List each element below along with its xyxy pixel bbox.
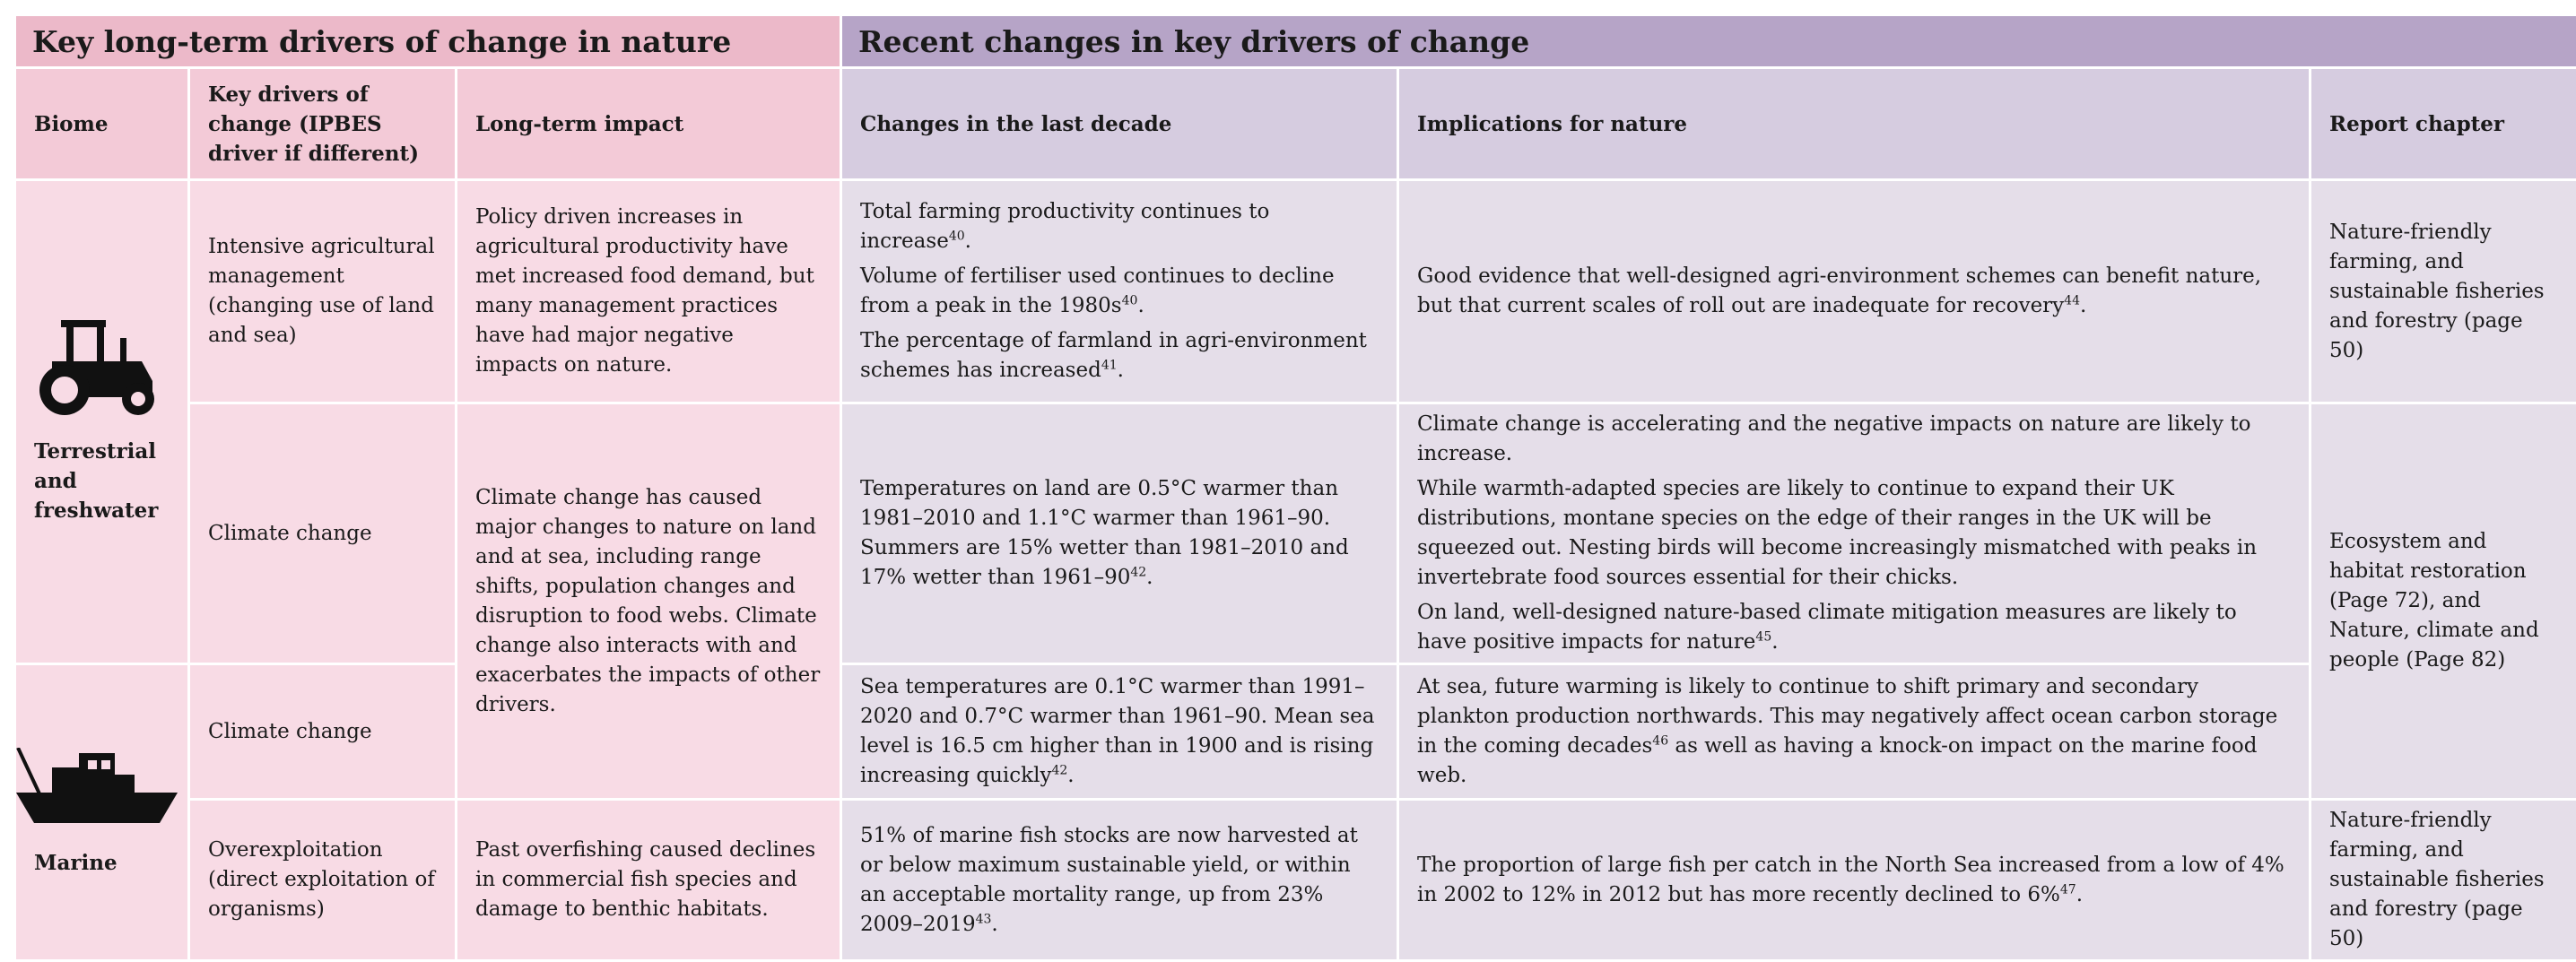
impact: Past overfishing caused declines in comm… bbox=[454, 798, 843, 962]
implications: Good evidence that well-designed agri-en… bbox=[1397, 178, 2312, 404]
ship-icon bbox=[17, 747, 178, 823]
paragraph: Total farming productivity continues to … bbox=[860, 197, 1379, 256]
impact: Policy driven increases in agricultural … bbox=[454, 178, 843, 404]
biome-cell: Marine bbox=[13, 663, 190, 962]
paragraph: Volume of fertiliser used continues to d… bbox=[860, 262, 1379, 321]
drivers-table: Key long-term drivers of change in natur… bbox=[13, 13, 2576, 962]
paragraph-text: Temperatures on land are 0.5°C warmer th… bbox=[860, 477, 1349, 589]
reference: 45 bbox=[1755, 629, 1772, 645]
right-title: Recent changes in key drivers of change bbox=[840, 13, 2576, 69]
paragraph-text: While warmth-adapted species are likely … bbox=[1417, 477, 2258, 589]
paragraph-text: Total farming productivity continues to … bbox=[860, 200, 1270, 253]
paragraph-end: . bbox=[964, 230, 971, 253]
paragraph: While warmth-adapted species are likely … bbox=[1417, 474, 2291, 593]
changes: Total farming productivity continues to … bbox=[840, 178, 1400, 404]
implications: At sea, future warming is likely to cont… bbox=[1397, 663, 2312, 801]
paragraph: The percentage of farmland in agri-envir… bbox=[860, 326, 1379, 386]
paragraph-text: 51% of marine fish stocks are now harves… bbox=[860, 823, 1358, 936]
tractor-icon bbox=[39, 320, 154, 415]
column-header: Biome bbox=[13, 66, 190, 181]
reference: 43 bbox=[975, 911, 992, 926]
paragraph: Temperatures on land are 0.5°C warmer th… bbox=[860, 474, 1379, 593]
driver: Climate change bbox=[187, 402, 457, 665]
chapter: Nature-friendly farming, and sustainable… bbox=[2309, 178, 2576, 404]
changes: Sea temperatures are 0.1°C warmer than 1… bbox=[840, 663, 1400, 801]
paragraph-text: On land, well-designed nature-based clim… bbox=[1417, 601, 2237, 654]
paragraph-end: . bbox=[1117, 359, 1124, 382]
column-header: Long-term impact bbox=[454, 66, 843, 181]
column-header: Implications for nature bbox=[1397, 66, 2312, 181]
paragraph: Sea temperatures are 0.1°C warmer than 1… bbox=[860, 672, 1379, 791]
paragraph-text: Climate change is accelerating and the n… bbox=[1417, 412, 2251, 465]
impact: Climate change has caused major changes … bbox=[454, 402, 843, 801]
column-header: Changes in the last decade bbox=[840, 66, 1400, 181]
paragraph-end: . bbox=[2080, 294, 2087, 317]
implications: The proportion of large fish per catch i… bbox=[1397, 798, 2312, 962]
paragraph: Climate change is accelerating and the n… bbox=[1417, 410, 2291, 469]
paragraph-end: . bbox=[1137, 294, 1144, 317]
driver: Overexploitation (direct exploitation of… bbox=[187, 798, 457, 962]
paragraph-text: The proportion of large fish per catch i… bbox=[1417, 853, 2284, 906]
paragraph-end: . bbox=[1146, 566, 1153, 589]
paragraph: On land, well-designed nature-based clim… bbox=[1417, 598, 2291, 657]
implications: Climate change is accelerating and the n… bbox=[1397, 402, 2312, 665]
paragraph-text: At sea, future warming is likely to cont… bbox=[1417, 675, 2278, 758]
reference: 40 bbox=[1121, 293, 1138, 308]
reference: 47 bbox=[2059, 881, 2076, 897]
reference: 42 bbox=[1130, 565, 1147, 580]
left-title: Key long-term drivers of change in natur… bbox=[13, 13, 843, 69]
paragraph: Good evidence that well-designed agri-en… bbox=[1417, 262, 2291, 321]
paragraph-text: The percentage of farmland in agri-envir… bbox=[860, 329, 1367, 382]
paragraph-text: Sea temperatures are 0.1°C warmer than 1… bbox=[860, 675, 1375, 787]
reference: 42 bbox=[1051, 763, 1068, 778]
paragraph-text: Volume of fertiliser used continues to d… bbox=[860, 264, 1335, 317]
reference: 44 bbox=[2064, 293, 2080, 308]
biome-label: Marine bbox=[34, 850, 117, 875]
page: Key long-term drivers of change in natur… bbox=[13, 13, 2576, 962]
reference: 46 bbox=[1652, 733, 1669, 749]
biome-cell: Terrestrial and freshwater bbox=[13, 178, 190, 665]
driver: Climate change bbox=[187, 663, 457, 801]
changes: Temperatures on land are 0.5°C warmer th… bbox=[840, 402, 1400, 665]
column-header: Report chapter bbox=[2309, 66, 2576, 181]
paragraph-end: . bbox=[991, 912, 998, 936]
paragraph: At sea, future warming is likely to cont… bbox=[1417, 672, 2291, 791]
paragraph: The proportion of large fish per catch i… bbox=[1417, 851, 2291, 910]
chapter: Ecosystem and habitat restoration (Page … bbox=[2309, 402, 2576, 801]
biome-label: Terrestrial and freshwater bbox=[34, 439, 159, 523]
paragraph-end: . bbox=[1067, 764, 1075, 787]
reference: 40 bbox=[948, 229, 965, 244]
paragraph-text: Good evidence that well-designed agri-en… bbox=[1417, 264, 2262, 317]
paragraph-end: . bbox=[2076, 882, 2084, 906]
column-header: Key drivers of change (IPBES driver if d… bbox=[187, 66, 457, 181]
paragraph-end: as well as having a knock-on impact on t… bbox=[1417, 734, 2258, 787]
chapter: Nature-friendly farming, and sustainable… bbox=[2309, 798, 2576, 962]
reference: 41 bbox=[1101, 358, 1118, 373]
driver: Intensive agricultural management (chang… bbox=[187, 178, 457, 404]
changes: 51% of marine fish stocks are now harves… bbox=[840, 798, 1400, 962]
paragraph-end: . bbox=[1771, 630, 1779, 654]
